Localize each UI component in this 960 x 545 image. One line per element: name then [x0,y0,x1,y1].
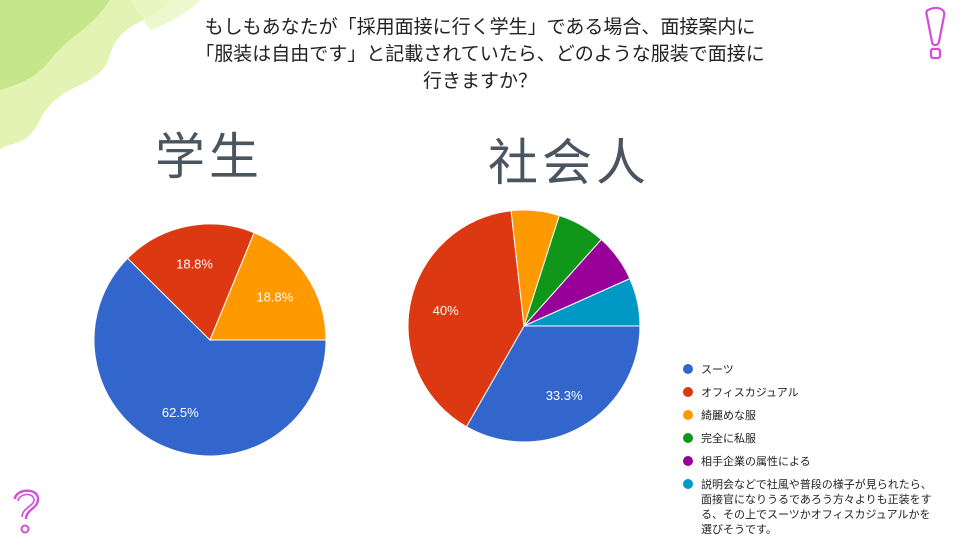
pie-slice [523,277,641,327]
chart-title-students: 学生 [155,128,263,186]
pie-slice [407,210,525,428]
pie-slice-label: 33.3% [546,388,583,403]
chart-title-workers: 社会人 [488,134,650,192]
pie-chart-students: 62.5% 18.8% 18.8% [93,223,327,457]
legend-swatch [683,410,693,420]
pie-slice-label: 18.8% [176,257,213,272]
legend-label: 説明会などで社風や普段の様子が見られたら、面接官になりうるであろう方々よりも正装… [701,478,932,536]
pie-slice-label: 18.8% [256,290,293,305]
question-mark-doodle-icon [13,489,40,534]
legend-swatch [683,387,693,397]
legend-swatch [683,433,693,443]
legend-item-neat-clothes: 綺麗めな服 [683,408,933,423]
question-line-1: もしもあなたが「採用面接に行く学生」である場合、面接案内に [204,16,756,38]
legend-item-casual: 完全に私服 [683,431,933,446]
pie-slice-label: 62.5% [162,405,199,420]
watercolor-decoration [0,0,200,150]
legend-label: 綺麗めな服 [701,409,756,422]
question-line-2: 「服装は自由です」と記載されていたら、どのような服装で面接に [195,43,765,65]
chart-legend: スーツ オフィスカジュアル 綺麗めな服 完全に私服 相手企業の属性による 説明会… [683,362,933,545]
legend-label: 相手企業の属性による [701,455,811,468]
legend-item-other-answer: 説明会などで社風や普段の様子が見られたら、面接官になりうるであろう方々よりも正装… [683,477,933,537]
legend-swatch [683,479,693,489]
question-line-3: 行きますか？ [422,70,537,92]
pie-slice [465,325,641,443]
legend-label: スーツ [701,363,734,376]
pie-slice [93,257,327,457]
legend-swatch [683,364,693,374]
pie-slice [126,223,255,341]
exclamation-doodle-icon [925,6,946,60]
legend-label: 完全に私服 [701,432,756,445]
legend-item-suit: スーツ [683,362,933,377]
legend-item-depends-on-company: 相手企業の属性による [683,454,933,469]
pie-chart-workers: 33.3% 40% [407,209,641,443]
legend-swatch [683,456,693,466]
pie-slice-label: 40% [433,303,459,318]
legend-item-office-casual: オフィスカジュアル [683,385,933,400]
pie-slice [209,232,327,341]
survey-question: もしもあなたが「採用面接に行く学生」である場合、面接案内に 「服装は自由です」と… [130,14,830,95]
legend-label: オフィスカジュアル [701,386,799,399]
